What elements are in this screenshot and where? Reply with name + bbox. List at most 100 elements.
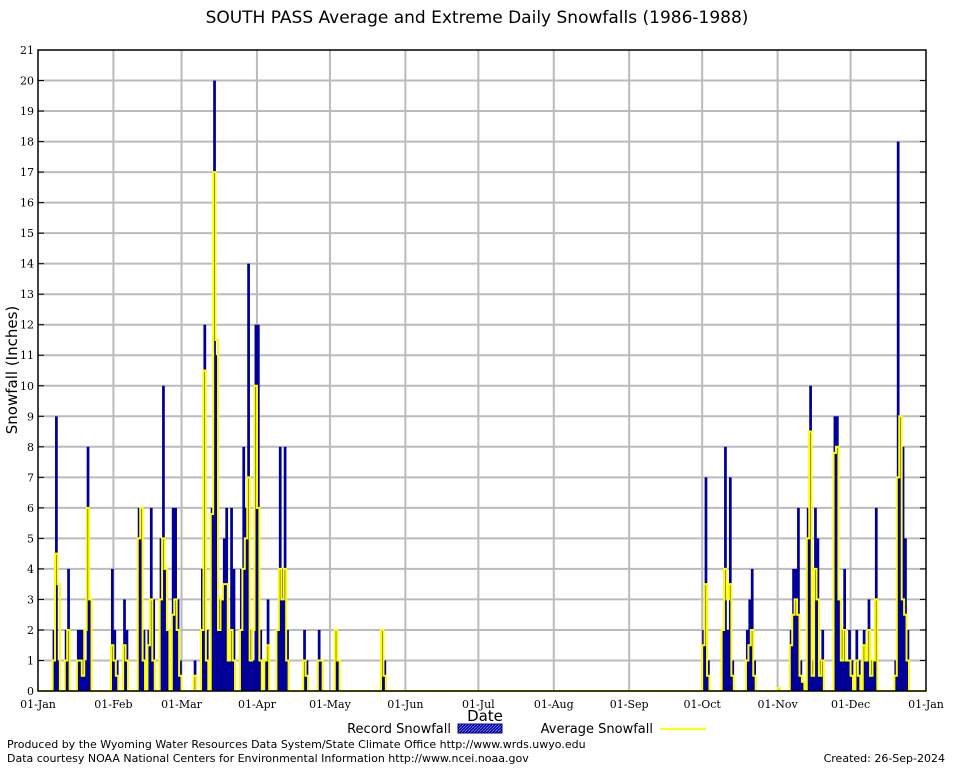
- record-bar: [225, 507, 229, 691]
- y-tick-label: 14: [20, 258, 34, 271]
- y-tick-label: 8: [27, 441, 34, 454]
- record-bar: [218, 599, 221, 691]
- y-tick-label: 0: [27, 685, 34, 698]
- x-tick-label: 01-Oct: [684, 698, 722, 711]
- footer-courtesy: Data courtesy NOAA National Centers for …: [7, 752, 529, 765]
- record-bar: [230, 507, 233, 691]
- record-bar: [227, 660, 231, 691]
- record-bar: [809, 385, 812, 691]
- y-tick-label: 6: [27, 502, 34, 515]
- record-bar: [244, 507, 248, 691]
- record-bar: [901, 446, 905, 691]
- record-bar: [171, 507, 175, 691]
- record-bar: [89, 599, 92, 691]
- legend-swatch-record: [457, 723, 503, 734]
- y-tick-label: 5: [27, 532, 34, 545]
- record-bar: [215, 355, 219, 691]
- y-tick-label: 10: [20, 380, 34, 393]
- record-bar: [845, 660, 849, 691]
- record-bar: [86, 446, 90, 691]
- record-bar: [833, 416, 837, 691]
- x-tick-label: 01-Jan: [20, 698, 56, 711]
- record-bar: [777, 687, 781, 691]
- record-bar: [166, 629, 170, 691]
- record-bar: [159, 538, 163, 691]
- record-bar: [816, 538, 820, 691]
- y-tick-label: 15: [20, 227, 34, 240]
- footer-produced-by: Produced by the Wyoming Water Resources …: [7, 738, 586, 751]
- record-bar: [899, 416, 902, 691]
- record-bar: [865, 660, 868, 691]
- x-tick-label: 01-May: [309, 698, 352, 711]
- record-bar: [140, 507, 143, 691]
- y-tick-label: 3: [27, 593, 34, 606]
- record-bar: [872, 660, 876, 691]
- record-bar: [337, 660, 340, 691]
- y-tick-label: 4: [27, 563, 34, 576]
- y-tick-label: 1: [27, 654, 34, 667]
- y-tick-label: 7: [27, 471, 34, 484]
- record-bar: [213, 80, 216, 692]
- snowfall-chart: 012345678910111213141516171819202101-Jan…: [3, 44, 944, 737]
- record-bar: [801, 681, 805, 691]
- record-bar: [838, 599, 842, 691]
- record-bar: [334, 629, 338, 691]
- record-bar: [867, 599, 871, 691]
- record-bar: [152, 599, 156, 691]
- record-bar: [81, 629, 85, 691]
- x-tick-label: 01-Jul: [462, 698, 495, 711]
- x-axis-label: Date: [467, 707, 503, 725]
- record-bar: [276, 629, 280, 691]
- record-bar: [814, 507, 817, 691]
- record-bar: [254, 324, 258, 691]
- record-bar: [147, 629, 151, 691]
- y-tick-label: 16: [20, 197, 34, 210]
- record-bar: [792, 568, 795, 691]
- record-bar: [264, 660, 267, 691]
- legend: Record Snowfall Average Snowfall: [347, 722, 706, 737]
- x-tick-label: 01-Sep: [610, 698, 649, 711]
- record-bar: [210, 507, 214, 691]
- record-bar: [726, 629, 730, 691]
- y-tick-label: 19: [20, 105, 34, 118]
- record-bar: [164, 568, 168, 691]
- y-tick-label: 9: [27, 410, 34, 423]
- x-tick-label: 01-Aug: [534, 698, 574, 711]
- record-bar: [835, 416, 839, 691]
- record-bar: [797, 507, 800, 691]
- x-tick-label: 01-Apr: [238, 698, 277, 711]
- y-tick-label: 21: [20, 44, 34, 57]
- legend-label-average: Average Snowfall: [541, 722, 653, 737]
- record-bar: [232, 568, 236, 691]
- y-tick-label: 2: [27, 624, 34, 637]
- record-bar: [84, 660, 87, 691]
- x-tick-label: 01-Feb: [94, 698, 132, 711]
- x-tick-label: 01-Jan: [908, 698, 944, 711]
- x-tick-label: 01-Mar: [161, 698, 203, 711]
- record-bar: [702, 629, 705, 691]
- footer-created: Created: 26-Sep-2024: [823, 752, 945, 765]
- record-bar: [721, 629, 725, 691]
- x-tick-label: 01-Jun: [387, 698, 423, 711]
- record-bar: [789, 629, 793, 691]
- record-bar: [896, 141, 900, 692]
- record-bar: [222, 538, 226, 691]
- record-bar: [252, 660, 255, 691]
- record-bar: [176, 599, 180, 691]
- y-tick-label: 18: [20, 136, 34, 149]
- record-bar: [57, 660, 61, 691]
- record-bar: [281, 568, 285, 691]
- x-tick-label: 01-Dec: [831, 698, 870, 711]
- y-axis-label: Snowfall (Inches): [3, 306, 21, 434]
- y-tick-label: 13: [20, 288, 34, 301]
- chart-title: SOUTH PASS Average and Extreme Daily Sno…: [205, 8, 749, 28]
- y-tick-label: 12: [20, 319, 34, 332]
- record-bar: [794, 568, 798, 691]
- y-tick-label: 11: [20, 349, 34, 362]
- record-bar: [203, 324, 207, 691]
- legend-label-record: Record Snowfall: [347, 722, 451, 737]
- record-bar: [381, 629, 384, 691]
- plot-frame: [37, 49, 927, 692]
- x-tick-label: 01-Nov: [758, 698, 799, 711]
